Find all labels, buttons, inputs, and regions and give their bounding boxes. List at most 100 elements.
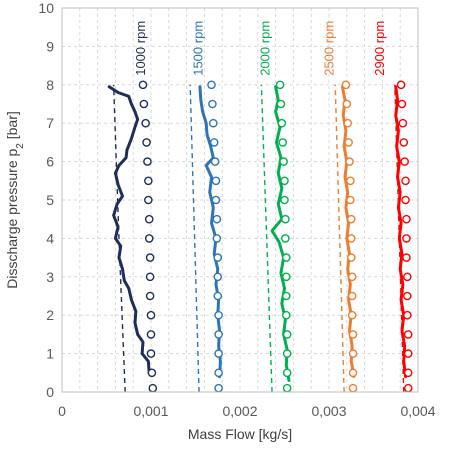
model-point <box>208 99 217 109</box>
x-tick-label: 0,004 <box>400 403 435 419</box>
model-point <box>208 118 218 128</box>
model-point <box>402 214 411 224</box>
model-point <box>213 291 223 301</box>
y-tick-label: 3 <box>46 269 54 285</box>
model-point <box>148 383 158 393</box>
model-point <box>401 195 410 205</box>
model-point <box>342 99 352 109</box>
measured-line <box>198 85 222 379</box>
model-point <box>214 349 223 358</box>
model-point <box>344 138 353 147</box>
dashed-model-line <box>189 84 200 393</box>
model-point <box>280 195 289 205</box>
model-point <box>346 253 356 262</box>
model-point <box>279 157 288 166</box>
measured-line <box>394 85 408 379</box>
model-point <box>402 234 411 243</box>
model-point <box>282 349 292 358</box>
model-point <box>142 138 151 147</box>
y-tick-label: 4 <box>46 230 54 246</box>
model-point <box>281 214 290 224</box>
model-point <box>343 118 352 128</box>
measured-line <box>340 85 356 379</box>
model-point <box>139 99 149 109</box>
model-point <box>346 214 356 224</box>
model-point <box>210 157 220 166</box>
model-point <box>401 176 410 186</box>
model-point <box>147 368 157 378</box>
x-tick-label: 0,001 <box>133 403 168 419</box>
model-point <box>396 80 406 90</box>
model-point <box>282 383 292 393</box>
model-point <box>348 368 358 378</box>
model-point <box>143 157 152 166</box>
model-point <box>275 80 285 90</box>
series-layer: 1000 rpm 1500 rpm 2000 rpm 2500 rpm 2900 rpm <box>107 21 413 393</box>
series-2500-rpm: 2500 rpm <box>321 21 358 393</box>
series-label: 2500 rpm <box>321 21 336 76</box>
grid <box>61 7 419 393</box>
dashed-model-line <box>112 84 126 393</box>
model-point <box>403 310 412 320</box>
model-point <box>141 118 150 128</box>
model-point <box>281 272 291 282</box>
dashed-model-line <box>260 84 273 393</box>
y-tick-label: 5 <box>46 192 54 208</box>
model-point <box>277 118 287 128</box>
measured-line <box>270 85 291 382</box>
model-point <box>278 138 288 147</box>
model-point <box>144 214 154 224</box>
series-2900-rpm: 2900 rpm <box>372 21 413 393</box>
model-point <box>146 330 156 339</box>
model-point <box>347 310 357 320</box>
series-1500-rpm: 1500 rpm <box>189 21 223 393</box>
model-point <box>282 330 292 339</box>
model-point <box>145 272 155 282</box>
y-tick-label: 7 <box>46 115 54 131</box>
model-point <box>281 310 291 320</box>
model-point <box>280 176 289 186</box>
model-point <box>207 80 216 90</box>
model-point <box>213 272 223 282</box>
model-point <box>346 234 356 243</box>
model-point <box>348 383 358 393</box>
model-point <box>281 253 291 262</box>
model-point <box>348 330 358 339</box>
dashed-model-line <box>334 84 345 393</box>
model-point <box>146 349 156 358</box>
model-point <box>345 157 354 166</box>
model-point <box>347 291 357 301</box>
model-point <box>281 234 290 243</box>
model-point <box>213 253 223 262</box>
y-tick-label: 6 <box>46 154 54 170</box>
model-point <box>214 368 223 378</box>
model-point <box>403 330 413 339</box>
x-tick-label: 0 <box>58 403 66 419</box>
y-tick-label: 1 <box>46 346 54 362</box>
model-point <box>346 195 355 205</box>
y-tick-label: 0 <box>46 384 54 400</box>
y-axis-label-subscript: 2 <box>15 143 26 149</box>
series-label: 2000 rpm <box>257 21 272 76</box>
model-point <box>403 368 413 378</box>
model-point <box>399 138 409 147</box>
model-point <box>276 99 286 109</box>
model-point <box>347 272 357 282</box>
series-1000-rpm: 1000 rpm <box>107 21 158 393</box>
model-point <box>212 234 222 243</box>
model-point <box>145 291 155 301</box>
measured-line <box>107 85 151 375</box>
model-point <box>348 349 358 358</box>
model-point <box>403 349 413 358</box>
model-point <box>214 330 223 339</box>
series-2000-rpm: 2000 rpm <box>257 21 292 393</box>
model-point <box>138 80 148 90</box>
y-tick-label: 2 <box>46 307 54 323</box>
model-point <box>214 310 223 320</box>
series-label: 2900 rpm <box>372 21 387 76</box>
tick-labels: 0 1 2 3 4 5 6 7 8 9 10 0 0,001 0,002 0,003 0,004 <box>38 0 435 419</box>
series-label: 1000 rpm <box>133 21 148 76</box>
x-tick-label: 0,002 <box>222 403 257 419</box>
model-point <box>402 253 411 262</box>
